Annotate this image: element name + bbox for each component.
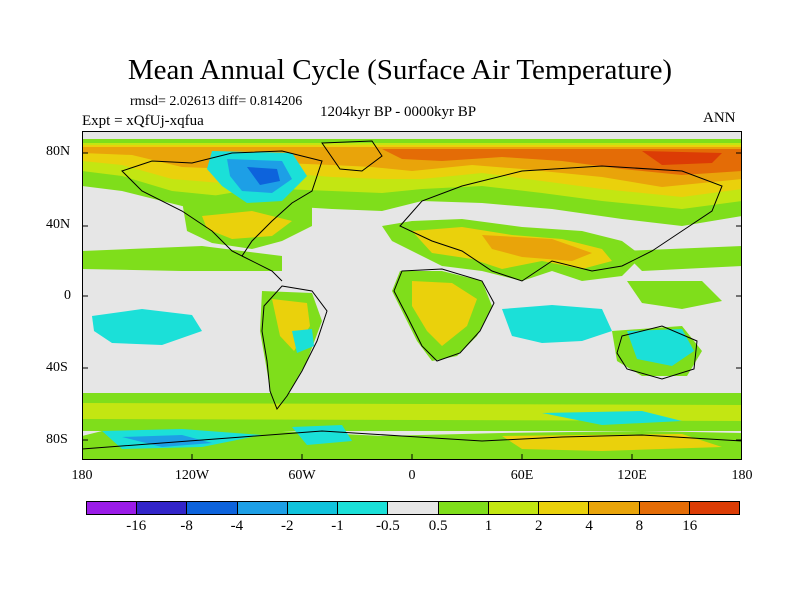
colorbar-label: -16 [126,518,147,534]
colorbar-swatch [388,502,439,514]
colorbar-label: -8 [180,518,193,534]
colorbar-swatch [237,502,288,514]
colorbar-swatch [639,502,690,514]
season-label: ANN [703,110,736,126]
y-tick-label: 0 [64,288,71,303]
colorbar-label: -0.5 [375,518,400,534]
colorbar-label: -1 [331,518,344,534]
colorbar-swatch [187,502,238,514]
cool-anomaly-regions [92,151,694,449]
colorbar-swatch [137,502,188,514]
x-tick-label: 60W [288,468,316,483]
x-tick-label: 0 [408,468,416,483]
colorbar-swatch [338,502,389,514]
colorbar-swatch [589,502,640,514]
colorbar-swatch [689,502,740,514]
colorbar-label: 2 [535,518,543,534]
colorbar-swatch [488,502,540,514]
y-tick-label: 80N [46,144,71,159]
temperature-anomaly-map [82,131,742,460]
colorbar-label: -2 [280,518,294,534]
colorbar-swatch [287,502,339,514]
colorbar-label: 8 [635,518,644,534]
colorbar [86,501,740,515]
experiment-label: Expt = xQfUj-xqfua [82,113,204,129]
colorbar-label: -4 [230,518,244,534]
y-tick-label: 80S [46,432,68,447]
colorbar-swatch [438,502,489,514]
map-frame [82,131,742,460]
period-label: 1204kyr BP - 0000kyr BP [320,104,477,120]
x-tick-label: 60E [510,468,534,483]
x-tick-label: 120W [174,468,210,483]
colorbar-label: 4 [585,518,593,534]
colorbar-label: 0.5 [428,518,448,534]
colorbar-swatch [539,502,590,514]
x-tick-label: 180 [731,468,753,483]
y-tick-label: 40N [46,217,71,232]
figure-title: Mean Annual Cycle (Surface Air Temperatu… [127,54,673,86]
colorbar-label: 16 [682,518,698,534]
coastlines [82,140,742,450]
stats-text: rmsd= 2.02613 diff= 0.814206 [130,94,303,109]
x-tick-label: 120E [617,468,647,483]
colorbar-label: 1 [484,518,493,534]
colorbar-swatch [87,502,138,514]
x-tick-label: 180 [71,468,93,483]
y-tick-label: 40S [46,360,68,375]
